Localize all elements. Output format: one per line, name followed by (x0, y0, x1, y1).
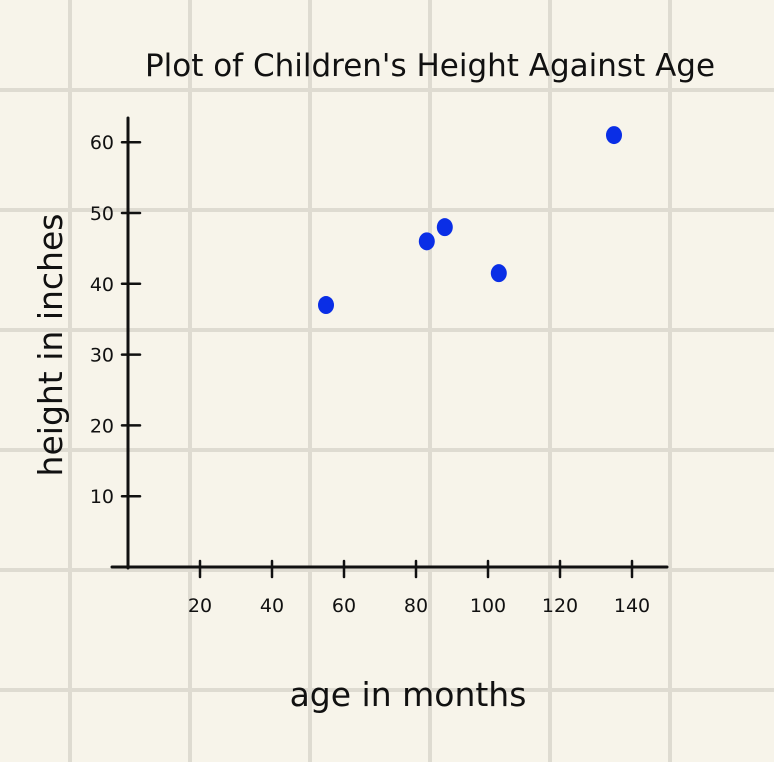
y-axis-label: height in inches (31, 214, 70, 477)
x-tick-label: 140 (614, 595, 650, 617)
y-tick-label: 50 (90, 203, 114, 225)
data-points (318, 126, 622, 315)
data-point (318, 296, 334, 315)
data-point (436, 218, 453, 237)
y-tick-label: 30 (90, 345, 114, 367)
data-point (606, 126, 622, 145)
x-axis-label: age in months (290, 675, 527, 714)
x-tick-label: 60 (332, 595, 356, 617)
data-point (418, 232, 435, 251)
chart-title: Plot of Children's Height Against Age (145, 48, 715, 84)
data-point (490, 264, 507, 283)
y-tick-label: 10 (90, 486, 114, 508)
y-tick-label: 60 (90, 132, 114, 154)
x-tick-label: 40 (260, 595, 284, 617)
x-axis-ticks: 20 40 60 80 100 120 140 (188, 559, 650, 617)
x-tick-label: 80 (404, 595, 428, 617)
y-axis-ticks: 10 20 30 40 50 60 (90, 132, 142, 508)
x-tick-label: 120 (542, 595, 578, 617)
x-tick-label: 20 (188, 595, 212, 617)
y-tick-label: 20 (90, 415, 114, 437)
y-tick-label: 40 (90, 274, 114, 296)
x-tick-label: 100 (470, 595, 506, 617)
